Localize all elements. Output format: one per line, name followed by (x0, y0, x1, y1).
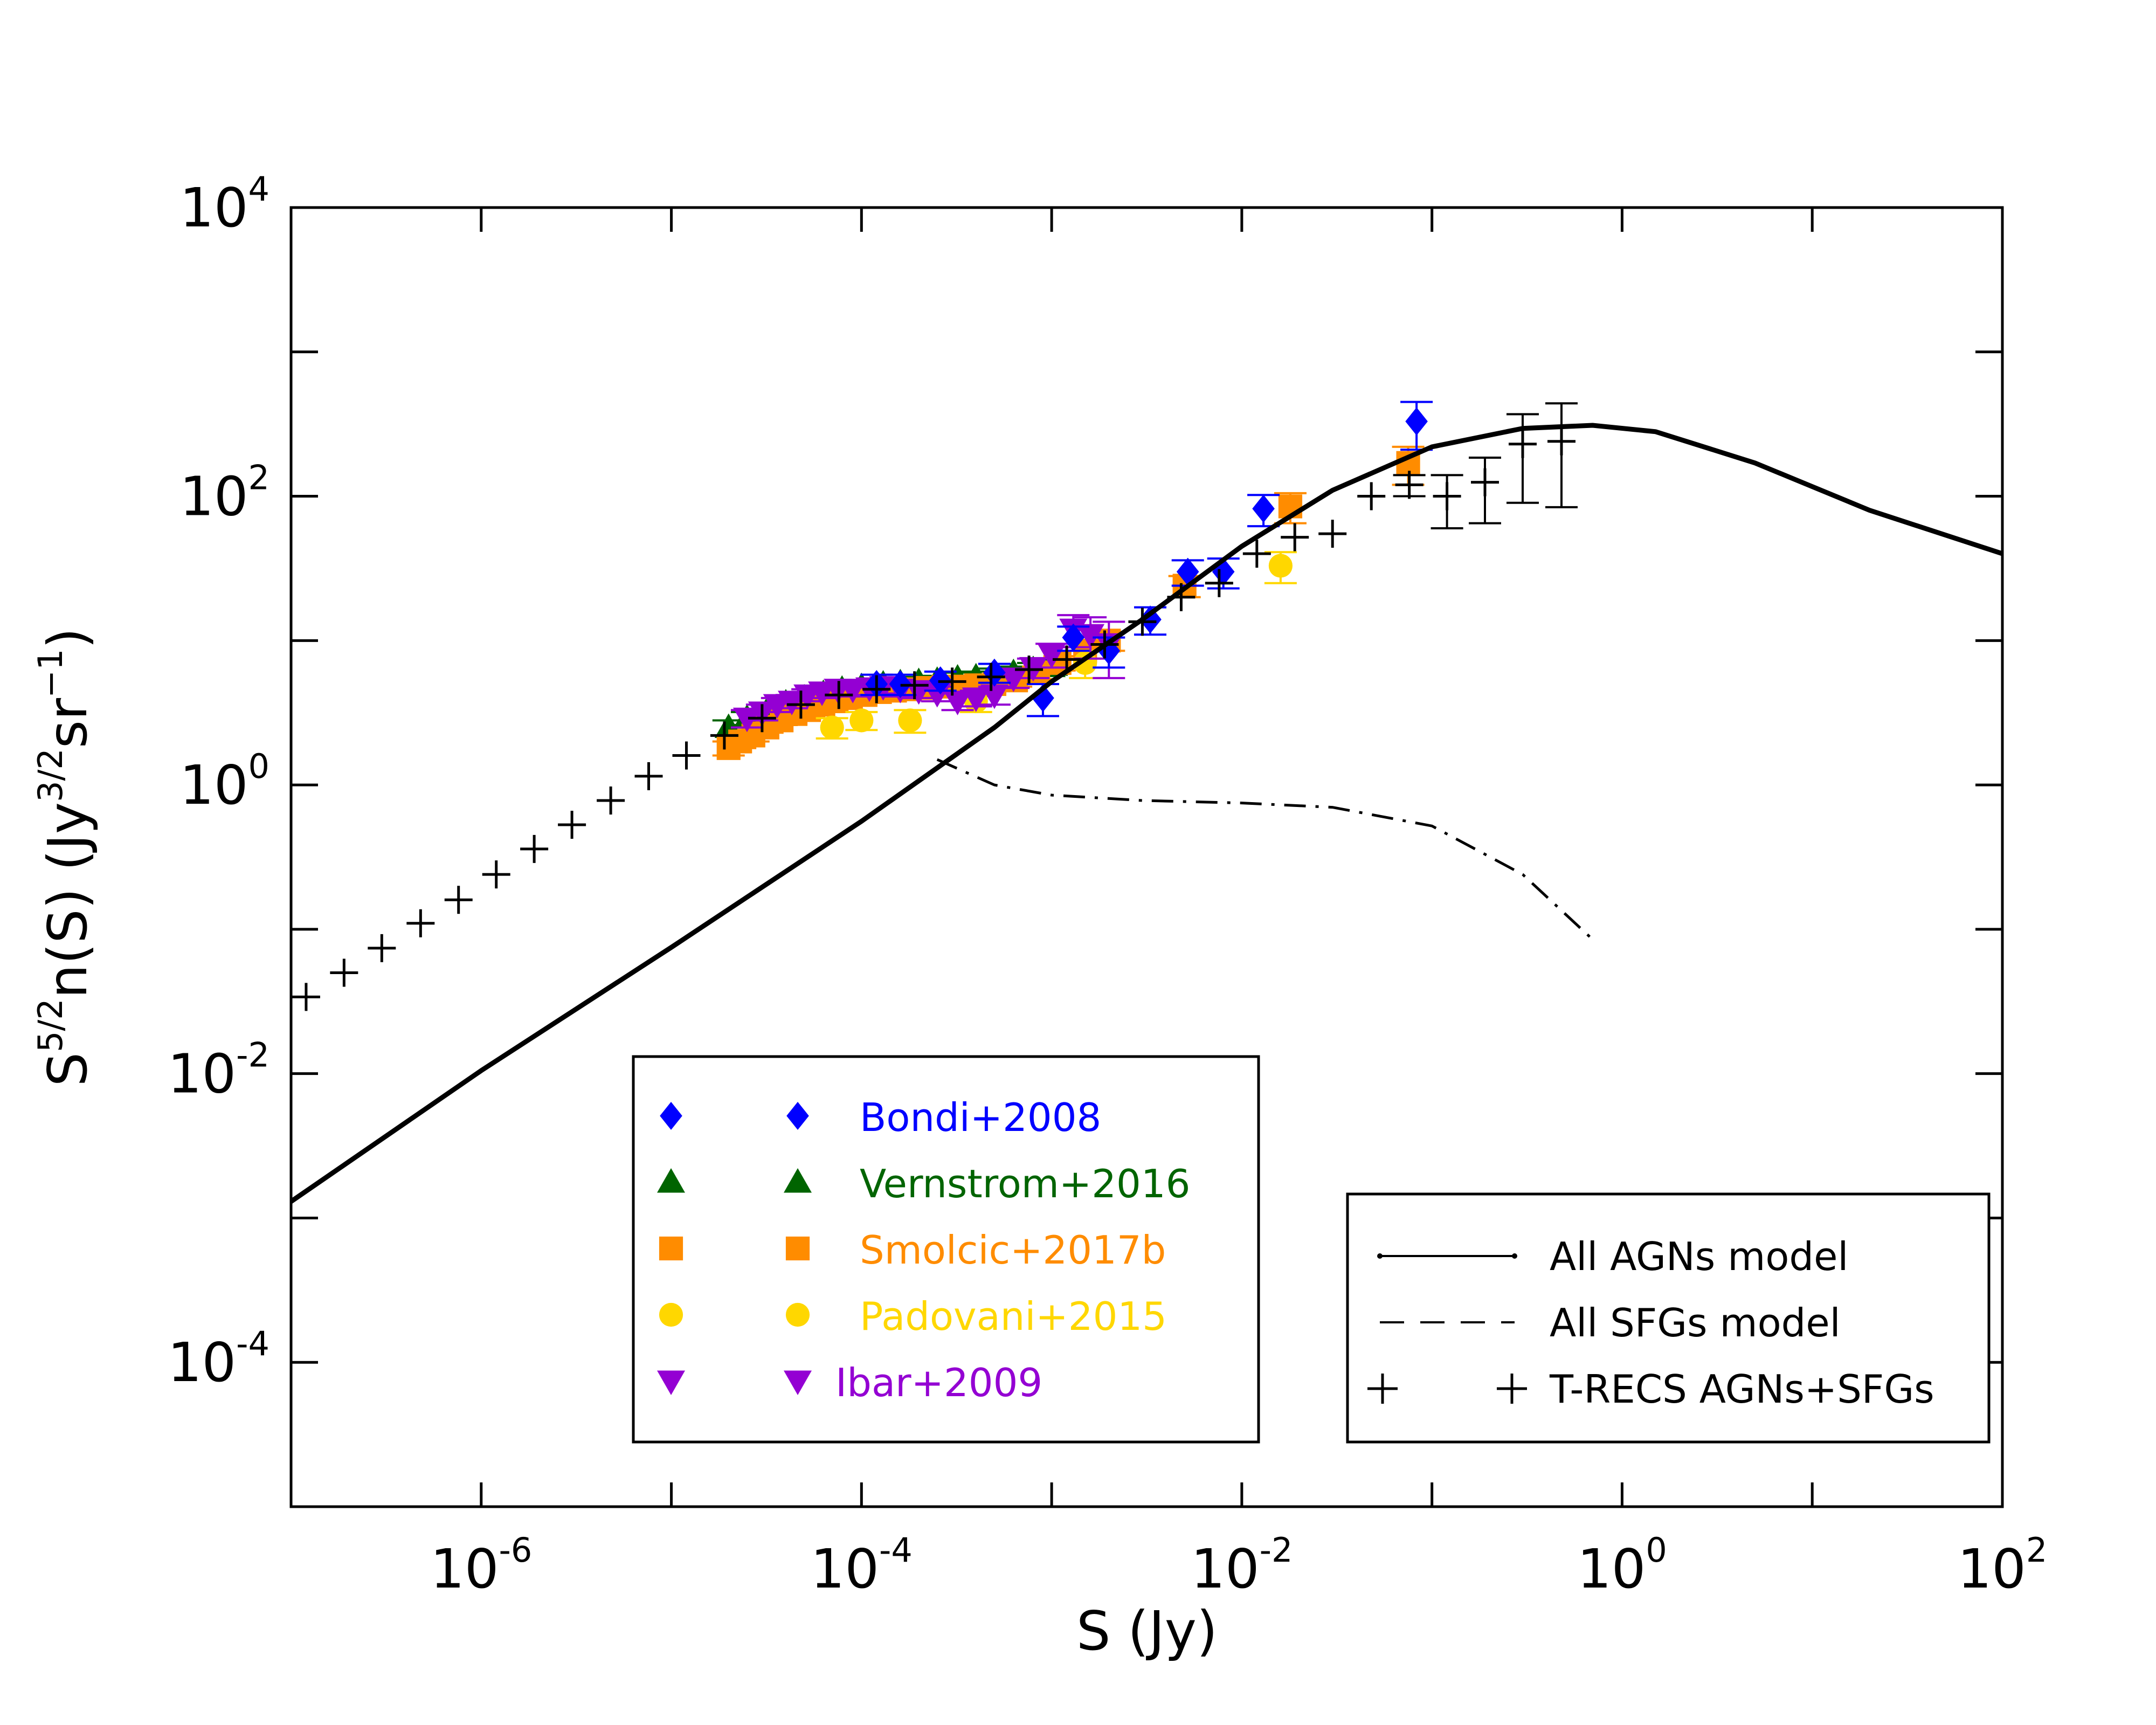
axis-ticks (289, 206, 2004, 1508)
series-t-recs-agns-sfgs (292, 402, 1578, 1011)
ibar-2009-point (1076, 624, 1105, 649)
ibar-2009-point (778, 691, 806, 715)
legend-marker (657, 1370, 685, 1395)
x-tick-label: 10-6 (430, 1530, 532, 1600)
bondi-2008-point (1176, 557, 1199, 586)
legend-entry-t-recs-agns-sfgs: T-RECS AGNs+SFGs (1367, 1367, 1934, 1412)
bondi-2008-point (889, 670, 912, 698)
y-tick-label: 104 (179, 169, 270, 239)
legend-label: All SFGs model (1550, 1300, 1841, 1346)
legend-dot (1377, 1253, 1383, 1259)
legend-entry-vernstrom-2016: Vernstrom+2016 (657, 1161, 1190, 1206)
model-legend-box (1346, 1192, 1991, 1444)
y-tick-label: 100 (179, 747, 270, 817)
x-tick-label: 100 (1577, 1530, 1667, 1600)
series-all-agns-model (291, 423, 2002, 1204)
legend-label: Padovani+2015 (860, 1294, 1167, 1339)
model-legend: All AGNs model All SFGs model T-RECS AGNs+… (1346, 1192, 1991, 1444)
legend-marker (785, 1236, 810, 1261)
legend-entry-padovani-2015: Padovani+2015 (659, 1294, 1167, 1339)
series-all-sfgs-model (936, 758, 1594, 941)
legend-marker (786, 1102, 809, 1130)
padovani-2015-point (849, 708, 874, 733)
legend-marker (784, 1370, 812, 1395)
data-legend: Bondi+2008 Vernstrom+2016 Smolcic+2017b Pad… (632, 1055, 1260, 1444)
ibar-2009-point (999, 667, 1028, 692)
legend-entry-all-agns-model: All AGNs model (1377, 1234, 1848, 1279)
bondi-2008-point (983, 658, 1006, 687)
x-tick-label: 10-2 (1191, 1530, 1293, 1600)
bondi-2008-point (1062, 623, 1085, 652)
x-tick-label: 102 (1958, 1530, 2048, 1600)
legend-entry-all-sfgs-model: All SFGs model (1380, 1300, 1841, 1346)
legend-dot (1512, 1253, 1517, 1259)
legend-entry-smolcic-2017b: Smolcic+2017b (659, 1227, 1166, 1273)
legend-label: T-RECS AGNs+SFGs (1549, 1367, 1934, 1412)
all-sfgs-model-line (936, 758, 1594, 941)
legend-entry-bondi-2008: Bondi+2008 (660, 1095, 1101, 1140)
legend-label: Smolcic+2017b (860, 1227, 1166, 1273)
legend-marker (660, 1102, 682, 1130)
x-axis-label: S (Jy) (1076, 1599, 1218, 1662)
series-bondi-2008 (860, 401, 1433, 717)
legend-marker (657, 1168, 685, 1193)
padovani-2015-point (1268, 554, 1293, 578)
ibar-2009-point (962, 687, 990, 712)
all-agns-model-line (291, 423, 2002, 1204)
plot-area (291, 401, 2002, 1204)
plot-frame (289, 206, 2004, 1508)
legend-marker (659, 1236, 683, 1261)
legend-marker (659, 1302, 683, 1327)
ibar-2009-point (980, 684, 1008, 709)
y-axis-label: S5/2n(S) (Jy3/2sr−1) (31, 627, 99, 1086)
x-tick-label: 10-4 (811, 1530, 913, 1600)
padovani-2015-point (898, 708, 922, 733)
y-tick-label: 10-2 (168, 1036, 270, 1106)
legend-label: Ibar+2009 (835, 1360, 1042, 1405)
bondi-2008-point (1252, 494, 1275, 523)
padovani-2015-point (820, 715, 844, 740)
legend-label: Bondi+2008 (860, 1095, 1101, 1140)
data-legend-box (632, 1055, 1260, 1444)
legend-label: All AGNs model (1550, 1234, 1848, 1279)
legend-label: Vernstrom+2016 (860, 1161, 1190, 1206)
legend-entry-ibar-2009: Ibar+2009 (657, 1360, 1042, 1405)
series-smolcic-2017b (712, 445, 1425, 760)
legend-marker (784, 1168, 812, 1193)
bondi-2008-point (1405, 407, 1428, 436)
legend-marker (785, 1302, 810, 1327)
ibar-2009-point (943, 691, 972, 715)
tick-labels: 10-6 10-4 10-2 100 102 10-4 10-2 100 102 104 (168, 169, 2047, 1600)
y-tick-label: 10-4 (168, 1324, 270, 1394)
y-tick-label: 102 (179, 458, 270, 528)
